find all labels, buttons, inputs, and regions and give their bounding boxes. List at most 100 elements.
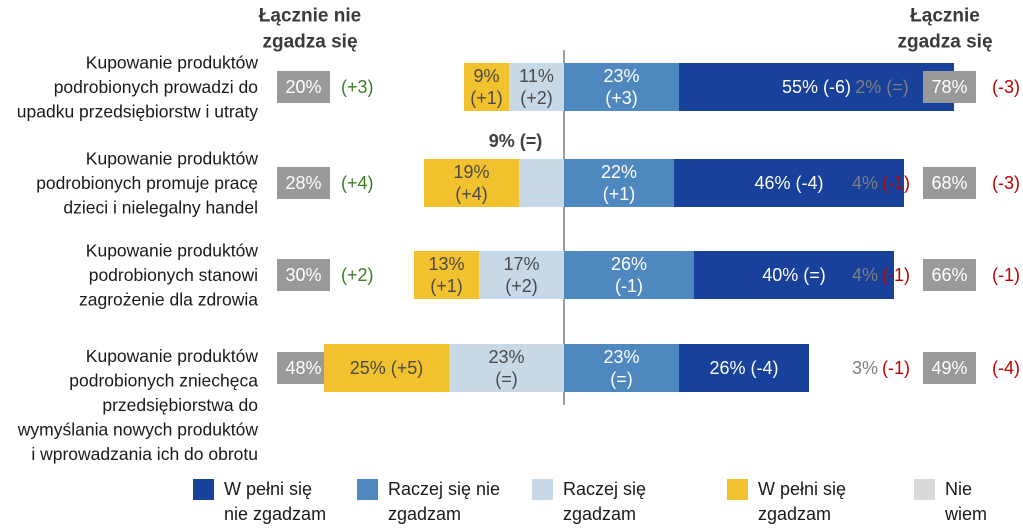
left-header-line: zgadza się: [262, 32, 357, 53]
legend-label-full_disagree: zgadzam: [758, 504, 831, 524]
total-agree-value: 68%: [931, 173, 967, 193]
total-disagree-change: (+4): [341, 173, 374, 193]
category-label-line: podrobionych stanowi: [89, 265, 258, 285]
category-label-line: podrobionych prowadzi do: [54, 77, 258, 97]
category-label-line: zagrożenie dla zdrowia: [79, 290, 258, 310]
dont-know-change: (-1): [882, 358, 910, 378]
total-disagree-box: [277, 352, 330, 384]
legend-label-dont_know: wiem: [944, 504, 987, 524]
category-label-line: dzieci i nielegalny handel: [63, 198, 258, 218]
total-agree-change: (-3): [992, 173, 1020, 193]
bar-full-agree-label: 40% (=): [762, 265, 826, 285]
total-agree-change: (-4): [992, 358, 1020, 378]
bar-rather-disagree-label: 17%: [503, 254, 539, 274]
bar-rather-disagree: [509, 63, 564, 111]
bar-full-disagree-label: 13%: [428, 254, 464, 274]
category-label-line: wymyślania nowych produktów: [17, 420, 259, 440]
legend-label-rather_disagree: Raczej się: [563, 479, 646, 499]
bar-rather-disagree-label: 23%: [488, 347, 524, 367]
bar-rather-agree: [564, 344, 679, 392]
legend-label-rather_agree: Raczej się nie: [388, 479, 500, 499]
total-disagree-box: [277, 71, 330, 103]
bar-rather-agree-label: 26%: [611, 254, 647, 274]
total-agree-value: 49%: [931, 358, 967, 378]
bar-rather-disagree-label: (=): [495, 369, 518, 389]
legend-label-rather_agree: zgadzam: [388, 504, 461, 524]
total-agree-change: (-1): [992, 265, 1020, 285]
dont-know-value: 4%: [852, 173, 878, 193]
bar-rather-agree-label: 22%: [601, 162, 637, 182]
bar-rather-agree-label: (+1): [603, 184, 636, 204]
legend-label-full_agree: nie zgadzam: [224, 504, 326, 524]
bar-rather-agree-label: (-1): [615, 276, 643, 296]
bar-rather-agree: [564, 159, 674, 207]
bar-full-agree-label: 55% (-6): [782, 77, 851, 97]
total-disagree-value: 28%: [285, 173, 321, 193]
bar-rather-disagree: [519, 159, 564, 207]
dont-know-value: 2% (=): [855, 77, 909, 97]
total-disagree-value: 20%: [285, 77, 321, 97]
bar-full-disagree: [464, 63, 509, 111]
category-label-line: Kupowanie produktów: [86, 53, 259, 73]
total-disagree-change: (+2): [341, 265, 374, 285]
bar-rather-agree: [564, 63, 679, 111]
total-agree-box: [923, 71, 976, 103]
bar-full-agree-label: 46% (-4): [754, 173, 823, 193]
legend-label-full_agree: W pełni się: [224, 479, 312, 499]
above-bar-label: 9% (=): [489, 131, 543, 151]
bar-rather-agree: [564, 251, 694, 299]
legend-swatch-rather_agree: [357, 479, 378, 500]
category-label-line: upadku przedsiębiorstw i utraty: [17, 102, 258, 122]
total-agree-box: [923, 167, 976, 199]
legend-swatch-dont_know: [914, 479, 935, 500]
bar-full-disagree-label: (+1): [430, 276, 463, 296]
bar-rather-agree-label: (+3): [605, 88, 638, 108]
total-agree-value: 78%: [931, 77, 967, 97]
total-disagree-box: [277, 167, 330, 199]
bar-rather-disagree-label: 11%: [519, 66, 554, 86]
total-agree-box: [923, 259, 976, 291]
bar-rather-disagree-label: (+2): [505, 276, 538, 296]
legend-swatch-full_disagree: [727, 479, 748, 500]
bar-full-agree: [679, 344, 809, 392]
category-label-line: Kupowanie produktów: [86, 149, 259, 169]
bar-full-disagree: [324, 344, 449, 392]
total-disagree-box: [277, 259, 330, 291]
total-agree-change: (-3): [992, 77, 1020, 97]
bar-full-disagree-label: 19%: [453, 162, 489, 182]
bar-rather-agree-label: (=): [610, 369, 633, 389]
bar-full-disagree-label: (+1): [470, 88, 503, 108]
dont-know-change: (-1): [882, 265, 910, 285]
total-agree-value: 66%: [931, 265, 967, 285]
category-label-line: Kupowanie produktów: [86, 241, 259, 261]
bar-rather-disagree: [479, 251, 564, 299]
bar-full-disagree: [414, 251, 479, 299]
bar-full-agree: [694, 251, 894, 299]
legend-label-dont_know: Nie: [945, 479, 972, 499]
bar-full-disagree-label: (+4): [455, 184, 488, 204]
category-label-line: przedsiębiorstwa do: [102, 395, 258, 415]
category-label-line: podrobionych promuje pracę: [36, 173, 258, 193]
legend-swatch-rather_disagree: [532, 479, 553, 500]
category-label-line: podrobionych zniechęca: [69, 371, 258, 391]
total-agree-box: [923, 352, 976, 384]
bar-full-agree: [674, 159, 904, 207]
dont-know-value: 4%: [852, 265, 878, 285]
bar-rather-disagree-label: (+2): [520, 88, 553, 108]
bar-rather-agree-label: 23%: [603, 66, 639, 86]
bar-rather-disagree: [449, 344, 564, 392]
bar-full-agree: [679, 63, 954, 111]
total-disagree-value: 48%: [285, 358, 321, 378]
right-header-line: Łącznie: [910, 6, 980, 27]
right-header-line: zgadza się: [897, 32, 992, 53]
bar-rather-agree-label: 23%: [603, 347, 639, 367]
legend-swatch-full_agree: [193, 479, 214, 500]
bar-full-disagree: [424, 159, 519, 207]
total-disagree-change: (+3): [341, 77, 374, 97]
total-disagree-value: 30%: [285, 265, 321, 285]
category-label-line: i wprowadzania ich do obrotu: [31, 444, 258, 464]
category-label-line: Kupowanie produktów: [86, 346, 259, 366]
left-header-line: Łącznie nie: [259, 6, 361, 27]
dont-know-value: 3%: [852, 358, 878, 378]
